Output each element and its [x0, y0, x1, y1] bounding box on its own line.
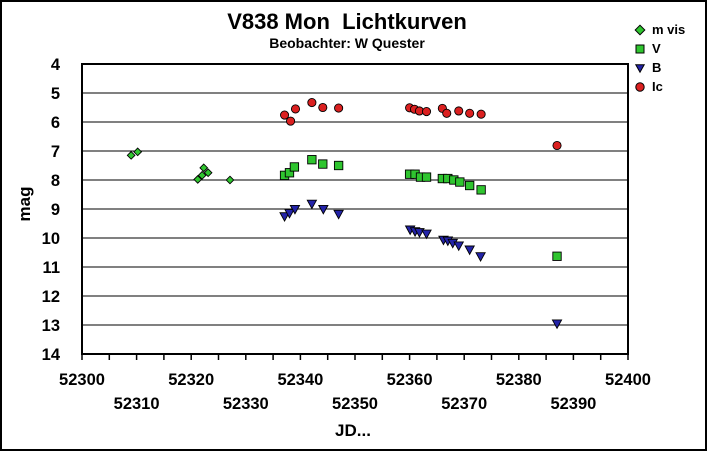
legend-item-v: V [634, 39, 705, 58]
data-point [284, 209, 295, 219]
data-point [225, 175, 235, 185]
y-tick-label: 10 [42, 230, 60, 248]
y-tick-label: 14 [42, 346, 61, 364]
data-point [455, 177, 465, 187]
data-point [286, 116, 296, 126]
legend-label: m vis [652, 22, 686, 37]
data-point [307, 155, 317, 165]
y-tick-label: 12 [42, 288, 60, 306]
y-tick-label: 7 [51, 143, 60, 161]
legend-label: Ic [652, 79, 663, 94]
legend-square-icon [635, 44, 645, 53]
legend-item-mvis: m vis [634, 20, 705, 39]
data-point [334, 103, 344, 113]
x-tick-label: 52340 [277, 371, 323, 389]
data-point [203, 168, 213, 178]
data-point [306, 199, 318, 210]
data-point [476, 109, 486, 119]
data-point [442, 108, 452, 118]
data-point [280, 110, 290, 120]
data-point [333, 209, 344, 220]
legend-triangle-down-icon [634, 63, 646, 73]
legend-circle-icon [635, 81, 645, 92]
data-point [454, 106, 464, 116]
data-point [289, 204, 301, 215]
legend-label: B [652, 60, 662, 75]
x-tick-label: 52380 [496, 371, 542, 389]
y-tick-label: 13 [42, 317, 60, 335]
x-tick-label: 52350 [332, 395, 378, 413]
y-tick-label: 4 [51, 56, 61, 74]
data-point [284, 168, 295, 178]
x-tick-label: 52400 [605, 371, 651, 389]
x-tick-label: 52360 [387, 371, 433, 389]
data-point [475, 252, 486, 263]
data-point [290, 104, 301, 114]
chart-subtitle: Beobachter: W Quester [269, 35, 425, 51]
legend-item-ic: Ic [634, 77, 705, 96]
legend-label: V [652, 41, 661, 56]
data-point [317, 204, 329, 215]
data-point [193, 174, 203, 184]
y-tick-label: 8 [51, 172, 60, 190]
data-point [421, 229, 432, 240]
data-point [476, 185, 486, 195]
y-tick-label: 9 [51, 201, 60, 219]
y-tick-label: 11 [43, 259, 60, 277]
data-point [421, 172, 432, 182]
data-point [318, 159, 328, 169]
data-point [464, 245, 476, 256]
data-point [333, 160, 344, 171]
data-point [197, 170, 207, 180]
data-point [465, 108, 475, 118]
y-tick-label: 6 [51, 114, 60, 132]
data-point [289, 162, 300, 172]
data-point [133, 147, 143, 157]
data-point [465, 180, 475, 191]
x-axis-title: JD... [335, 421, 371, 440]
data-point [279, 212, 290, 222]
x-tick-label: 52310 [114, 395, 160, 413]
data-point [453, 241, 465, 252]
x-tick-label: 52370 [441, 395, 487, 413]
x-tick-label: 52300 [59, 371, 105, 389]
data-point [551, 319, 563, 330]
data-point [318, 102, 328, 113]
x-tick-label: 52320 [168, 371, 214, 389]
data-point [421, 107, 432, 117]
x-tick-label: 52390 [550, 395, 596, 413]
legend: m vis V B Ic [634, 20, 705, 96]
legend-diamond-icon [634, 23, 646, 36]
x-tick-label: 52330 [223, 395, 269, 413]
data-point [552, 251, 562, 261]
chart-title: V838 Mon Lichtkurven [227, 9, 467, 34]
data-point [414, 228, 425, 238]
data-point [307, 98, 317, 108]
data-point [552, 140, 562, 151]
data-point [126, 150, 136, 160]
legend-item-b: B [634, 58, 705, 77]
y-tick-label: 5 [51, 85, 60, 103]
data-point [199, 163, 209, 173]
